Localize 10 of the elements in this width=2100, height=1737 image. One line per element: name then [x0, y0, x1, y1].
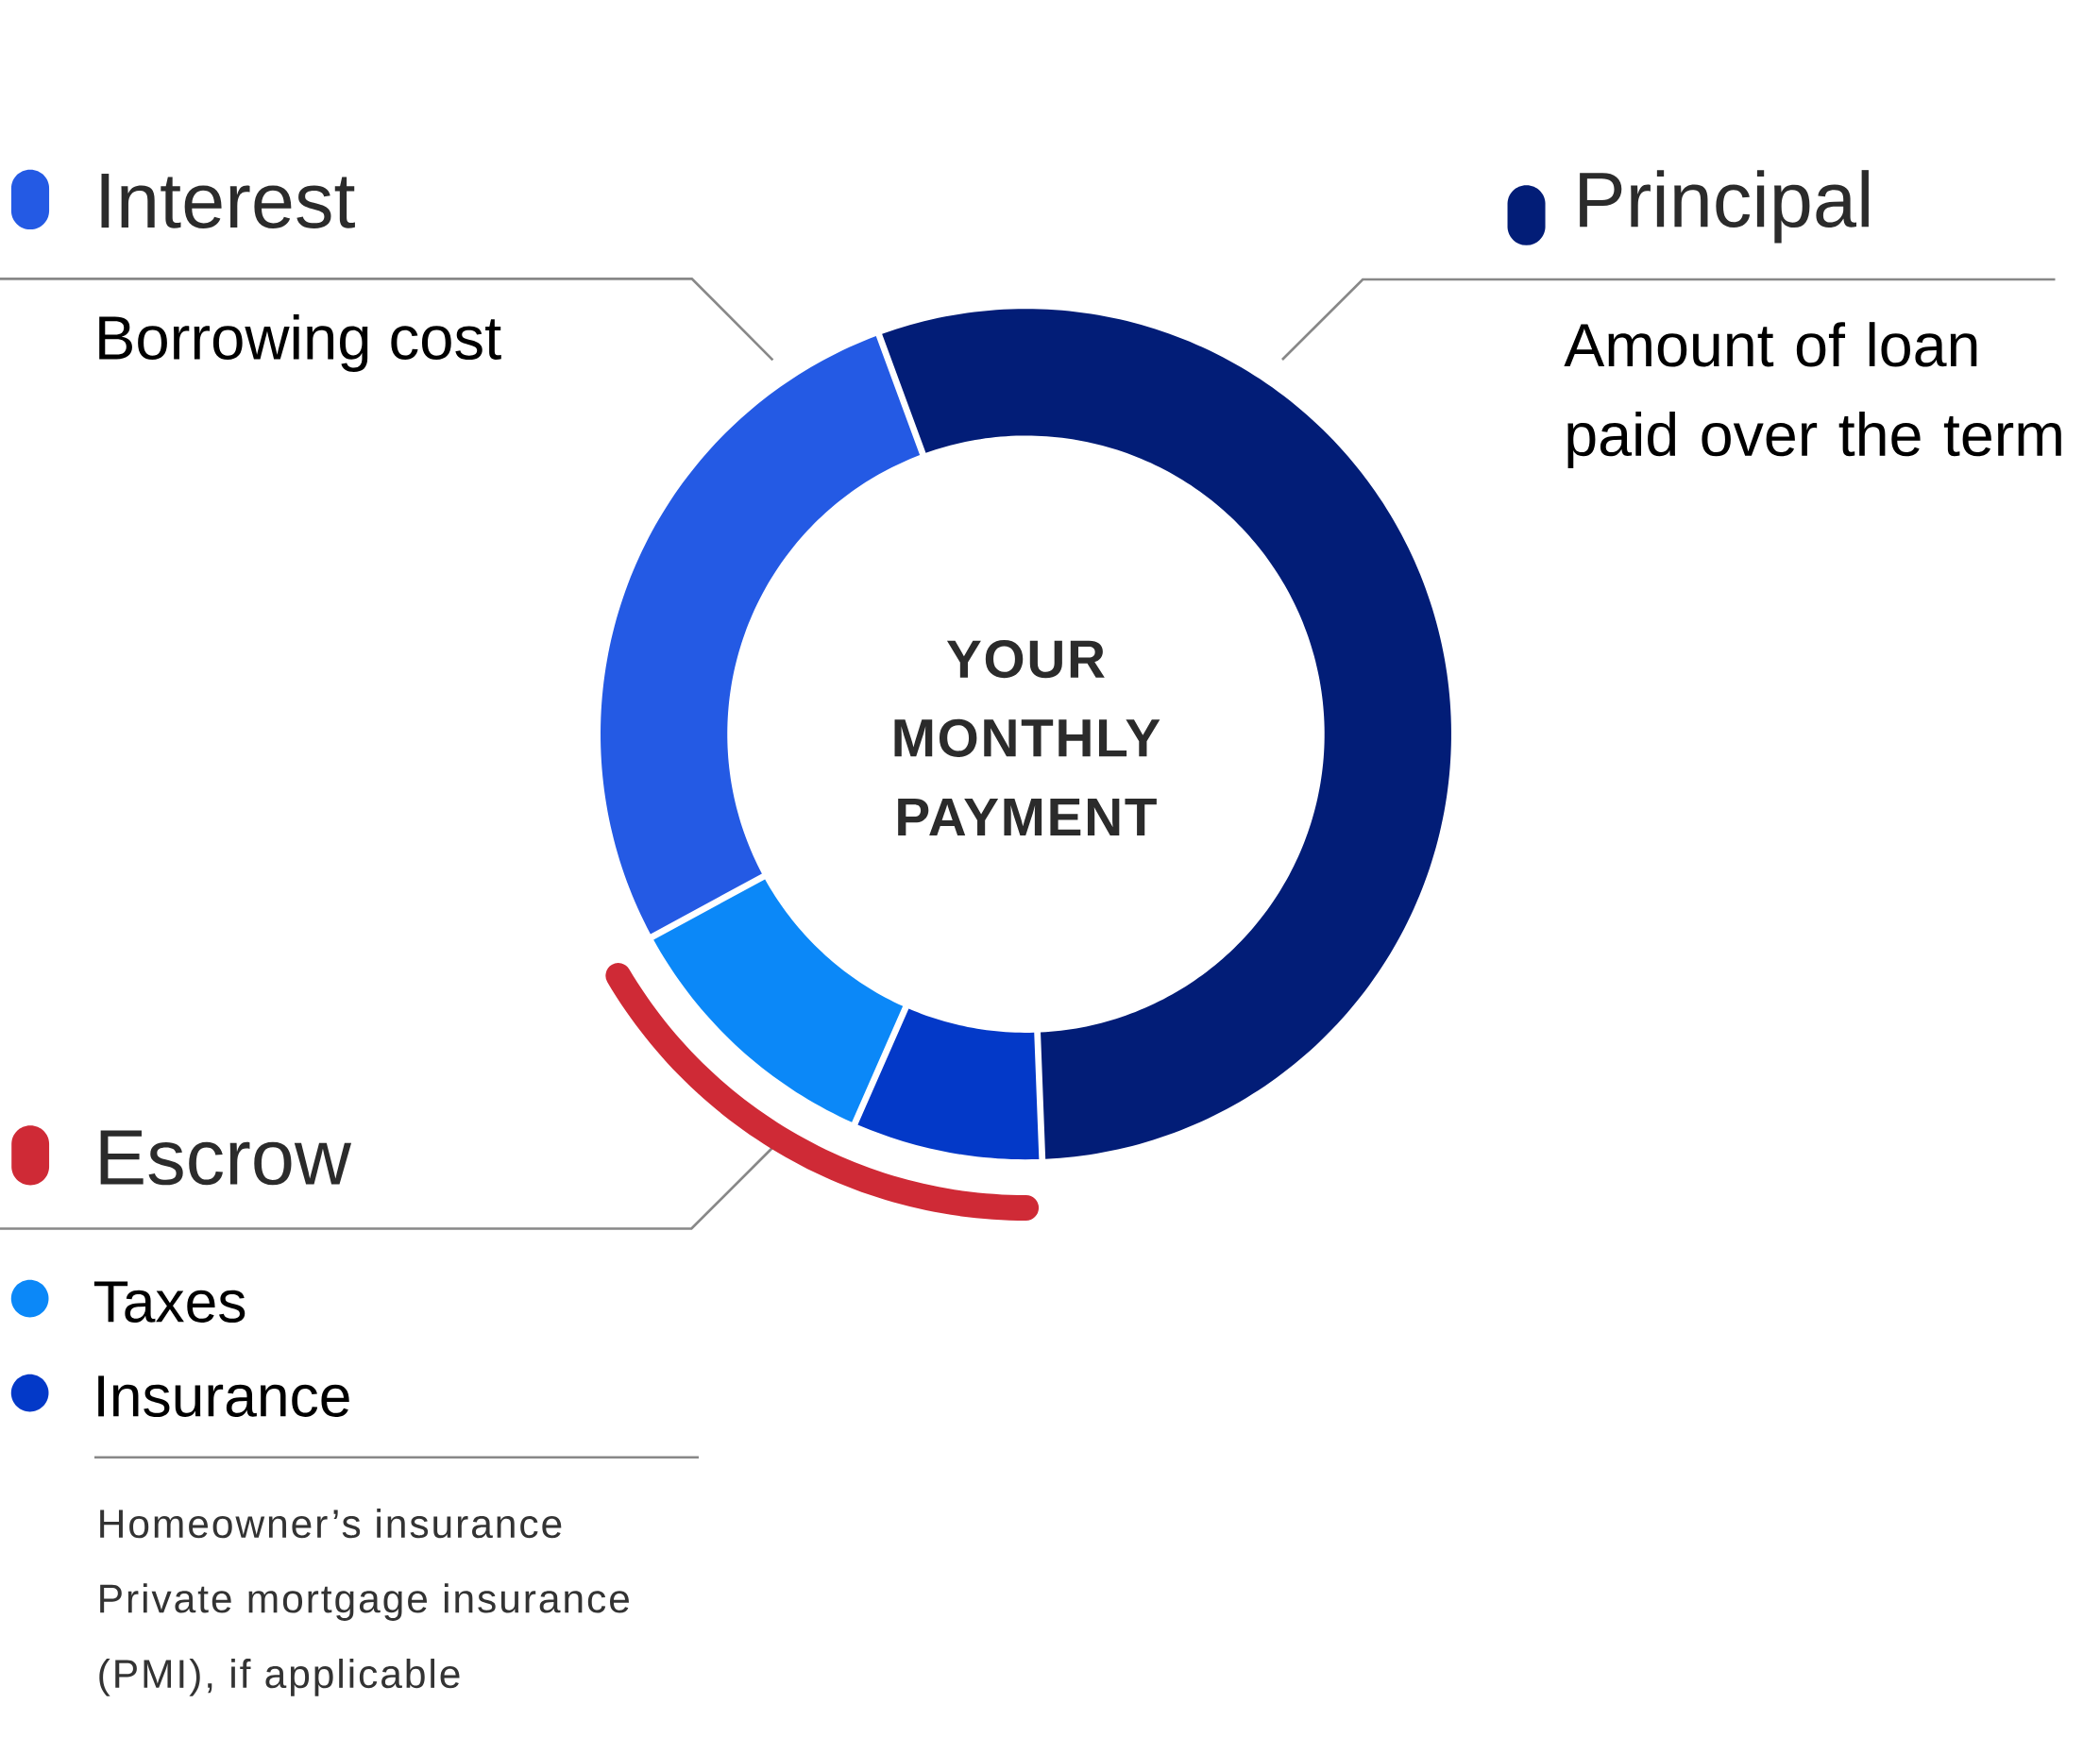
legend-label: Interest: [101, 174, 355, 229]
text: Borrowing cost: [99, 314, 501, 373]
text: YOUR MONTHLY PAYMENT: [894, 640, 1160, 836]
text: Homeowner’s insurance: [100, 1509, 562, 1539]
text: Escrow: [100, 1130, 352, 1186]
legend-label: Insurance: [98, 1375, 349, 1418]
legend-label: Principal: [1580, 170, 1869, 244]
text: Amount of loan paid over the term: [1564, 322, 2061, 469]
legend-label: Taxes: [93, 1281, 246, 1324]
text: Private mortgage insurance (PMI), if applicable: [99, 1583, 629, 1696]
